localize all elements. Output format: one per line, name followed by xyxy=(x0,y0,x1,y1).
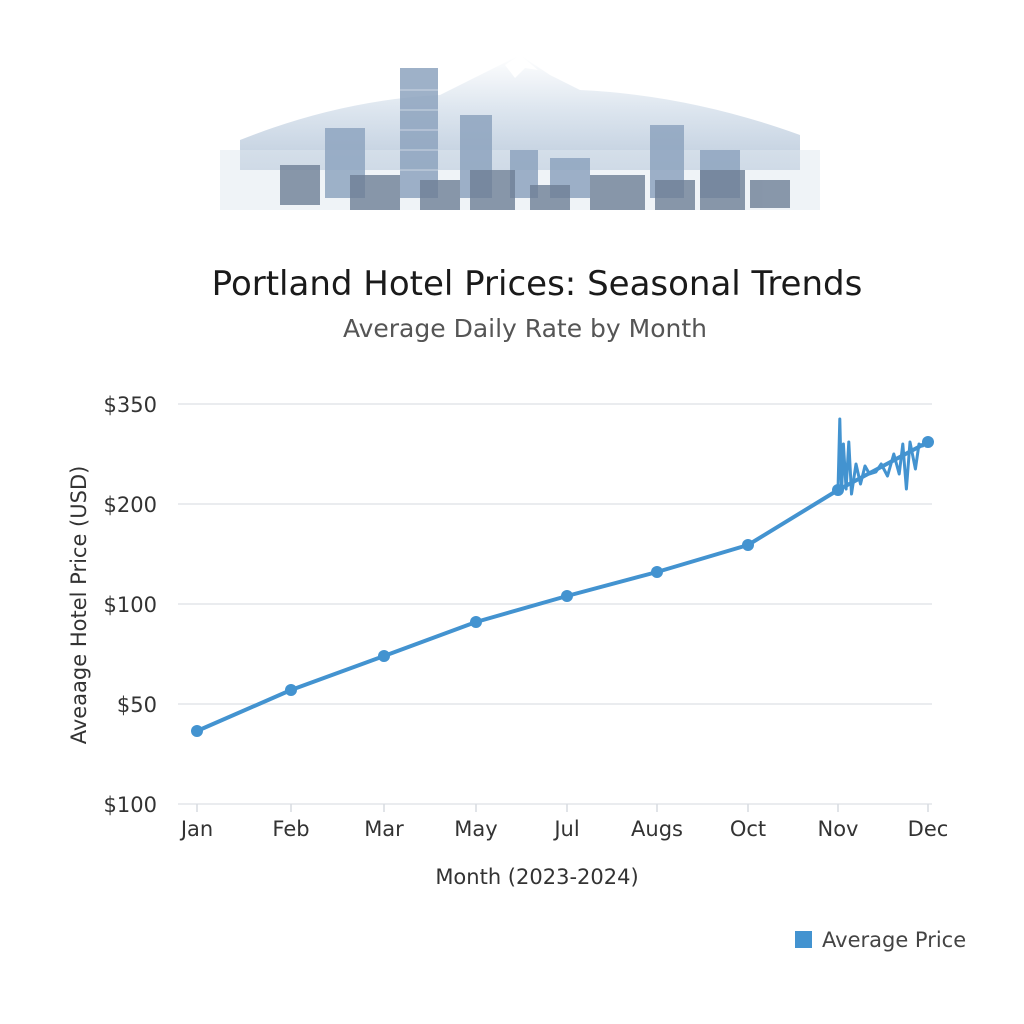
series-average-price xyxy=(191,417,934,737)
chart-subtitle: Average Daily Rate by Month xyxy=(343,314,707,343)
series-noise-line xyxy=(836,417,928,496)
data-point xyxy=(378,650,390,662)
portland-skyline-illustration xyxy=(220,55,820,210)
chart-title: Portland Hotel Prices: Seasonal Trends xyxy=(212,264,863,304)
x-tick-label: Nov xyxy=(818,817,859,841)
data-point xyxy=(832,484,844,496)
x-tick-label: Oct xyxy=(730,817,766,841)
data-point xyxy=(651,566,663,578)
y-tick-label: $200 xyxy=(104,493,157,517)
data-point xyxy=(470,616,482,628)
x-tick-label: Dec xyxy=(908,817,949,841)
x-tick-label: May xyxy=(454,817,497,841)
x-axis-label: Month (2023-2024) xyxy=(435,865,638,889)
data-point xyxy=(561,590,573,602)
y-tick-label: $350 xyxy=(104,393,157,417)
y-tick-label: $100 xyxy=(104,793,157,817)
x-tick-label: Feb xyxy=(272,817,309,841)
y-axis-ticks: $100 $50 $100 $200 $350 xyxy=(104,393,157,817)
y-tick-label: $100 xyxy=(104,593,157,617)
y-axis-label: Aveaage Hotel Price (USD) xyxy=(67,466,91,745)
legend-swatch xyxy=(795,931,812,948)
x-tick-label: Jan xyxy=(179,817,213,841)
legend: Average Price xyxy=(795,928,966,952)
x-tick-label: Mar xyxy=(364,817,404,841)
y-tick-label: $50 xyxy=(117,693,157,717)
gridlines xyxy=(178,403,932,805)
x-tick-label: Jul xyxy=(552,817,579,841)
x-axis-ticks: Jan Feb Mar May Jul Augs Oct Nov Dec xyxy=(179,804,949,841)
data-point xyxy=(285,684,297,696)
x-tick-label: Augs xyxy=(631,817,683,841)
data-point xyxy=(922,436,934,448)
data-point xyxy=(742,539,754,551)
legend-label: Average Price xyxy=(822,928,966,952)
data-point xyxy=(191,725,203,737)
series-line xyxy=(196,440,929,733)
